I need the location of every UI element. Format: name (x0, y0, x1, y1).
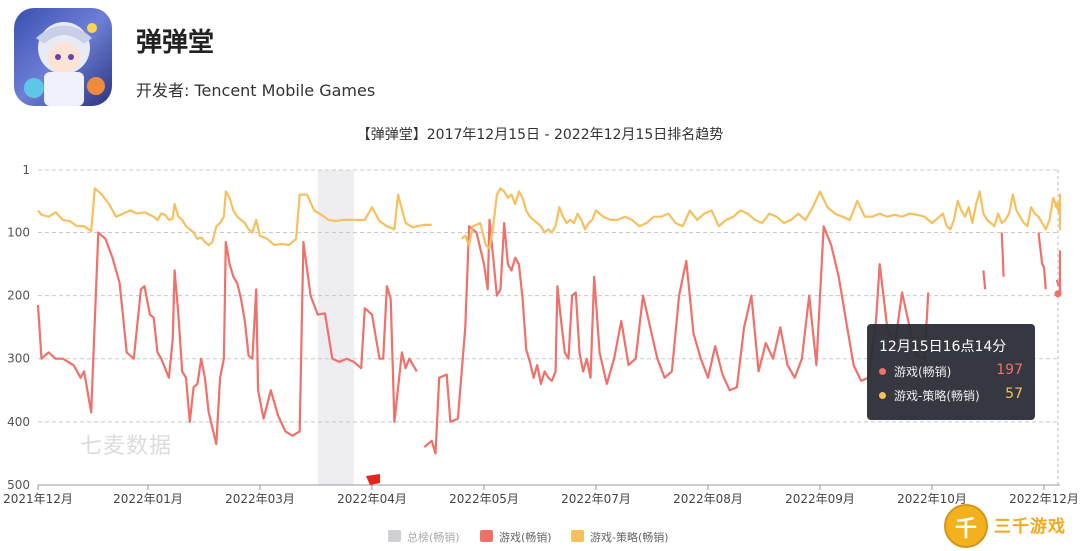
chart-title: 【弹弹堂】2017年12月15日 - 2022年12月15日排名趋势 (356, 127, 724, 143)
y-tick-label: 400 (7, 415, 30, 429)
tooltip-dot-game (879, 368, 886, 375)
x-tick-label: 2022年03月 (225, 492, 295, 506)
brand-watermark: 三千游戏 (994, 517, 1066, 537)
hover-marker-strategy (1054, 201, 1062, 209)
legend-label-strategy: 游戏-策略(畅销) (590, 531, 669, 544)
tooltip-value-strategy: 57 (1005, 386, 1023, 402)
chart-legend: 总榜(畅销) 游戏(畅销) 游戏-策略(畅销) (0, 527, 1080, 545)
legend-swatch-total (388, 530, 401, 542)
hover-marker-game (1054, 290, 1062, 298)
tooltip-dot-strategy (879, 392, 886, 399)
series-line (36, 231, 418, 446)
y-tick-label: 500 (7, 478, 30, 492)
series-line (1055, 279, 1060, 287)
x-tick-label: 2022年08月 (673, 492, 743, 506)
x-tick-label: 2022年01月 (113, 492, 183, 506)
tooltip-row-strategy: 游戏-策略(畅销) 57 (879, 386, 1023, 406)
y-tick-label: 200 (7, 289, 30, 303)
hover-tooltip: 12月15日16点14分 游戏(畅销) 197 游戏-策略(畅销) 57 (867, 324, 1035, 420)
x-tick-label: 2022年09月 (785, 492, 855, 506)
tooltip-label-game: 游戏(畅销) (894, 365, 952, 379)
series-line (37, 187, 432, 247)
legend-swatch-strategy (571, 530, 584, 542)
legend-label-total: 总榜(畅销) (407, 531, 460, 544)
x-tick-label: 2022年05月 (449, 492, 519, 506)
x-tick-label: 2021年12月 (3, 492, 73, 506)
series-strategy (37, 187, 1062, 250)
x-tick-label: 2022年04月 (337, 492, 407, 506)
app-icon (14, 8, 112, 106)
x-tick-label: 2022年12月 (1009, 492, 1079, 506)
y-tick-label: 300 (7, 352, 30, 366)
brand-logo: 千 (944, 504, 988, 548)
app-name: 弹弹堂 (136, 28, 215, 58)
x-tick-label: 2022年07月 (561, 492, 631, 506)
app-header: 弹弹堂 开发者: Tencent Mobile Games (0, 0, 1080, 115)
y-tick-label: 100 (7, 225, 30, 239)
series-line (460, 187, 1062, 250)
legend-label-game: 游戏(畅销) (499, 531, 552, 544)
legend-swatch-game (480, 530, 493, 542)
tooltip-label-strategy: 游戏-策略(畅销) (894, 389, 980, 403)
developer-label: 开发者: Tencent Mobile Games (136, 81, 376, 100)
watermark-text: 七麦数据 (80, 434, 173, 459)
tooltip-title: 12月15日16点14分 (879, 339, 1007, 355)
tooltip-row-game: 游戏(畅销) 197 (879, 362, 1023, 382)
highlight-band (317, 170, 354, 485)
brand-logo-glyph: 千 (954, 517, 977, 542)
x-tick-label: 2022年10月 (897, 492, 967, 506)
series-line (1000, 232, 1005, 277)
game-artwork-icon (14, 8, 112, 106)
series-line (1037, 232, 1047, 290)
event-flag-icon (366, 474, 380, 485)
series-line (982, 270, 987, 290)
tooltip-value-game: 197 (996, 362, 1023, 378)
series-game (36, 218, 1062, 455)
y-tick-label: 1 (22, 163, 30, 177)
series-line (423, 218, 930, 455)
